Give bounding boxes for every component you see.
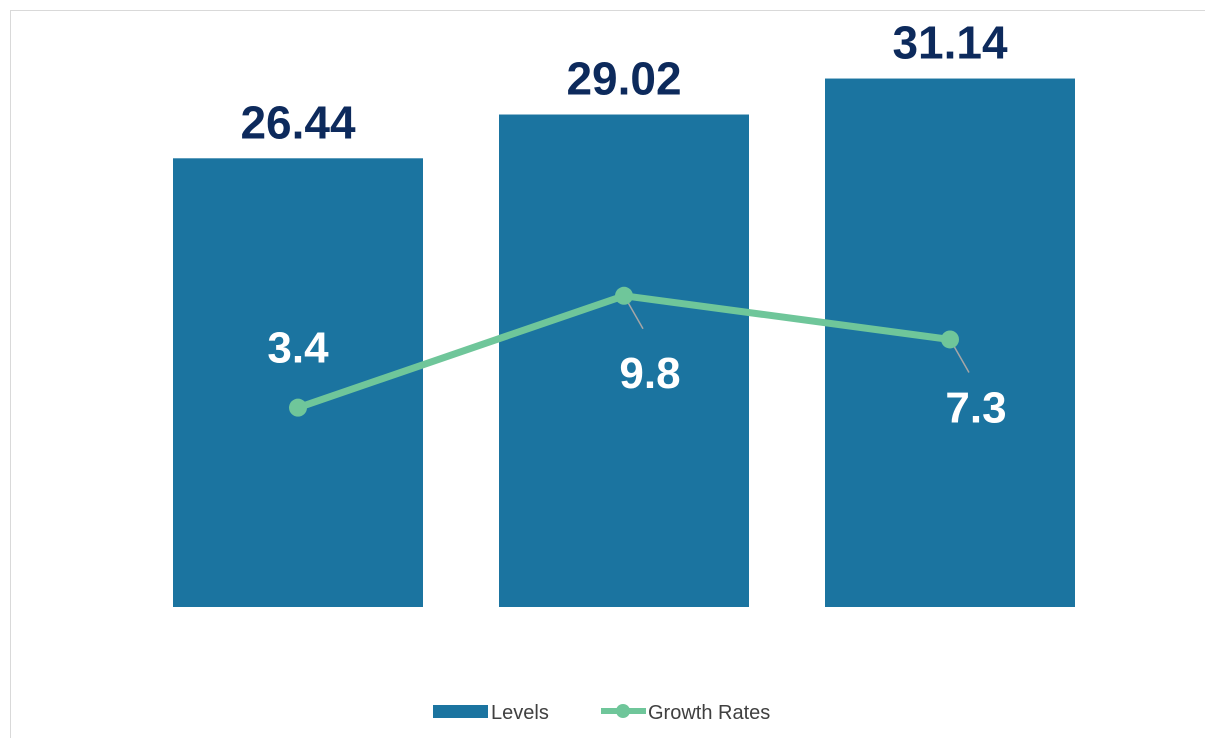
bar-levels-2 [499, 114, 749, 608]
chart-frame [10, 10, 1205, 738]
growth-point-2 [615, 286, 633, 305]
legend-levels-swatch [433, 705, 488, 718]
growth-point-3 [941, 330, 959, 349]
legend: Levels Growth Rates [433, 702, 770, 724]
bar-label-3: 31.14 [892, 17, 1008, 69]
legend-levels-label: Levels [491, 702, 549, 724]
bar-label-1: 26.44 [240, 96, 356, 148]
growth-line-group [289, 286, 970, 417]
growth-point-1 [289, 398, 307, 417]
leader-line-2 [626, 300, 644, 330]
leader-line-3 [952, 344, 970, 373]
legend-growth-label: Growth Rates [648, 702, 770, 724]
growth-label-3: 7.3 [945, 383, 1006, 432]
legend-growth-marker [616, 704, 630, 718]
line-labels-group: 3.4 9.8 7.3 [267, 324, 1006, 433]
growth-label-2: 9.8 [619, 349, 680, 398]
bar-label-2: 29.02 [566, 53, 681, 105]
bar-labels-group: 26.44 29.02 31.14 [240, 17, 1008, 149]
bar-levels-1 [173, 158, 423, 607]
growth-label-1: 3.4 [267, 324, 329, 373]
